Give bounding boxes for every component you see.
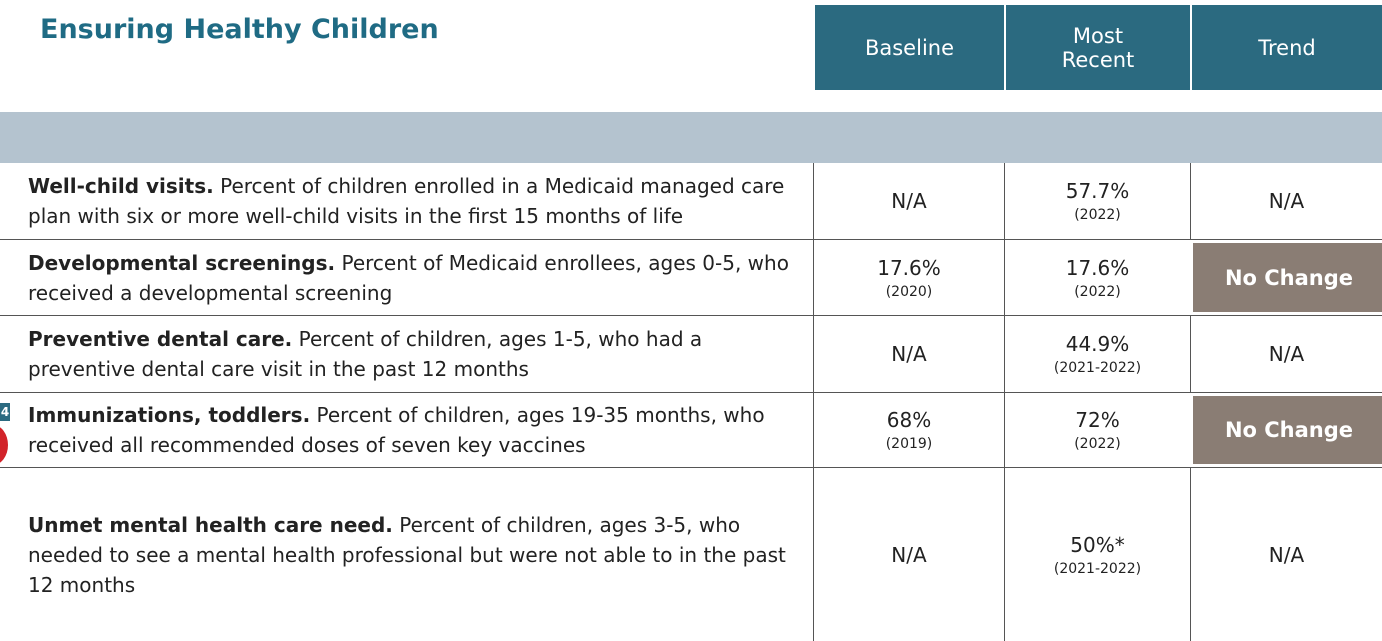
baseline-value: 17.6% [877, 255, 941, 280]
table-row: Immunizations, toddlers. Percent of chil… [0, 393, 1382, 468]
recent-year: (2022) [1074, 283, 1121, 300]
recent-cell: 72% (2022) [1004, 393, 1190, 467]
indicator: Well-child visits. Percent of children e… [28, 163, 798, 239]
baseline-cell: 17.6% (2020) [813, 240, 1004, 315]
trend-cell: N/A [1190, 163, 1382, 239]
table-row: Preventive dental care. Percent of child… [0, 316, 1382, 393]
indicator-description: Percent of children, ages 3-5, who neede… [28, 512, 786, 597]
indicator-text: Preventive dental care. Percent of child… [28, 324, 798, 384]
recent-value: 57.7% [1065, 179, 1130, 203]
baseline-value: 68% [886, 408, 932, 432]
indicator-description: Percent of Medicaid enrollees, ages 0-5,… [28, 250, 789, 305]
table-row: Well-child visits. Percent of children e… [0, 163, 1382, 240]
trend-cell: N/A [1190, 316, 1382, 392]
recent-cell: 50%* (2021-2022) [1004, 468, 1190, 641]
indicator-text: Well-child visits. Percent of children e… [28, 171, 798, 231]
indicator: Developmental screenings. Percent of Med… [28, 240, 798, 315]
column-header: Most Recent [1004, 5, 1190, 90]
table-row: Unmet mental health care need. Percent o… [0, 468, 1382, 641]
baseline-cell: N/A [813, 316, 1004, 392]
recent-value: 44.9% [1065, 332, 1130, 356]
indicator-description: Percent of children, ages 19-35 months, … [28, 403, 765, 457]
baseline-value: N/A [891, 189, 927, 213]
indicator-text: Immunizations, toddlers. Percent of chil… [28, 400, 798, 460]
trend-cell: No Change [1193, 396, 1382, 464]
indicator-name: Unmet mental health care need. [28, 512, 393, 537]
trend-cell: No Change [1193, 243, 1382, 312]
indicator-description: Percent of children, ages 1-5, who had a… [28, 327, 703, 381]
title: Ensuring Healthy Children [40, 14, 439, 45]
indicator-name: Well-child visits. [28, 174, 214, 198]
page-marker: 4 [0, 403, 10, 421]
recent-value: 50%* [1070, 532, 1125, 557]
table-row: Developmental screenings. Percent of Med… [0, 240, 1382, 316]
page-dot [0, 425, 8, 465]
recent-cell: 44.9% (2021-2022) [1004, 316, 1190, 392]
indicator-text: Unmet mental health care need. Percent o… [28, 510, 798, 600]
recent-year: (2021-2022) [1053, 560, 1142, 577]
baseline-year: (2019) [885, 436, 933, 452]
baseline-cell: N/A [813, 468, 1004, 641]
recent-year: (2022) [1074, 436, 1121, 452]
trend-cell: N/A [1190, 468, 1382, 641]
indicator: Preventive dental care. Percent of child… [28, 316, 798, 392]
indicator-text: Developmental screenings. Percent of Med… [28, 248, 798, 308]
baseline-value: N/A [891, 342, 927, 366]
indicator-name: Immunizations, toddlers. [28, 403, 311, 427]
indicator-name: Developmental screenings. [28, 250, 336, 275]
baseline-value: N/A [891, 542, 927, 567]
recent-value: 17.6% [1065, 255, 1130, 280]
section-band [0, 112, 1382, 163]
recent-year: (2022) [1074, 207, 1121, 223]
column-header: Trend [1190, 5, 1382, 90]
baseline-year: (2020) [885, 283, 933, 300]
indicator: Unmet mental health care need. Percent o… [28, 468, 798, 641]
indicator: Immunizations, toddlers. Percent of chil… [28, 393, 798, 467]
baseline-cell: 68% (2019) [813, 393, 1004, 467]
indicator-name: Preventive dental care. [28, 327, 293, 351]
indicator-description: Percent of children enrolled in a Medica… [28, 174, 785, 228]
recent-year: (2021-2022) [1053, 360, 1142, 376]
recent-cell: 57.7% (2022) [1004, 163, 1190, 239]
recent-value: 72% [1075, 408, 1120, 432]
baseline-cell: N/A [813, 163, 1004, 239]
column-header: Baseline [813, 5, 1004, 90]
recent-cell: 17.6% (2022) [1004, 240, 1190, 315]
